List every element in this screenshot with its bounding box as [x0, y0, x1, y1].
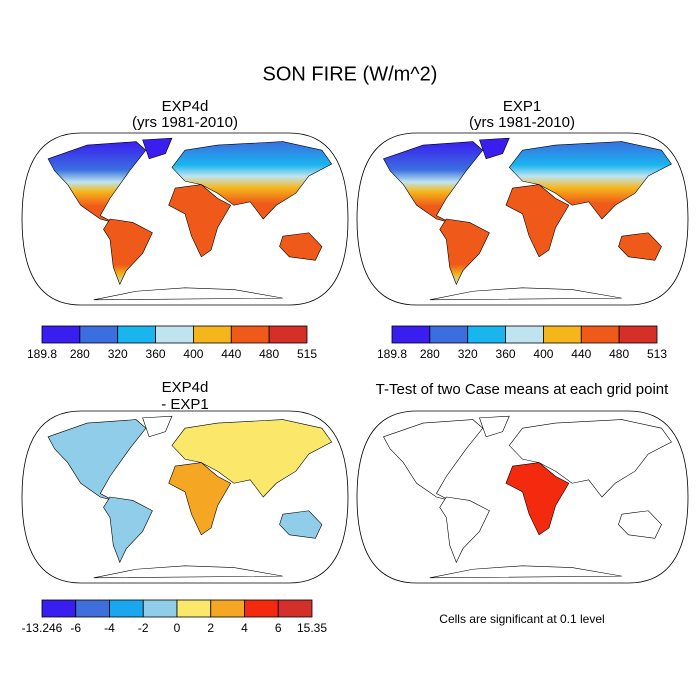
land	[103, 218, 153, 286]
colorbar-label: 480	[609, 347, 629, 361]
land	[142, 137, 173, 160]
figure-title: SON FIRE (W/m^2)	[263, 63, 438, 85]
colorbar-box	[210, 599, 245, 618]
land	[505, 184, 570, 258]
colorbar-box	[142, 599, 178, 618]
land	[479, 415, 510, 438]
land	[508, 419, 672, 498]
colorbar-label: 189.8	[377, 347, 407, 361]
colorbar-label: 400	[183, 347, 203, 361]
land	[103, 496, 153, 564]
colorbar-box	[109, 599, 144, 618]
colorbar-label: 440	[221, 347, 241, 361]
colorbar-box	[391, 325, 431, 344]
colorbar-label: 440	[571, 347, 591, 361]
colorbar-label: 6	[275, 621, 282, 635]
colorbar-box	[268, 325, 308, 344]
colorbar-box	[429, 325, 469, 344]
colorbar-label: -4	[104, 621, 115, 635]
colorbar-label: 2	[207, 621, 214, 635]
colorbar-label: 480	[259, 347, 279, 361]
colorbar-box	[155, 325, 194, 344]
colorbar-box	[467, 325, 506, 344]
colorbar-label: 400	[533, 347, 553, 361]
panel-subtitle: - EXP1	[161, 396, 209, 413]
colorbar-box	[277, 599, 313, 618]
colorbar-box	[75, 599, 110, 618]
land	[439, 496, 490, 564]
colorbar-box	[79, 325, 119, 344]
colorbar-box	[41, 599, 77, 618]
colorbar-box	[193, 325, 232, 344]
panel-subtitle: (yrs 1981-2010)	[132, 114, 238, 131]
colorbar-box	[176, 599, 212, 618]
colorbar-label: 515	[297, 347, 317, 361]
land	[429, 565, 622, 579]
colorbar-box	[618, 325, 658, 344]
colorbar-label: 280	[420, 347, 440, 361]
land	[439, 218, 490, 286]
land	[142, 415, 173, 438]
colorbar-box	[580, 325, 620, 344]
land	[383, 141, 484, 223]
panel-title: EXP4d	[162, 98, 209, 115]
colorbar-label: -2	[138, 621, 149, 635]
colorbar-box	[230, 325, 270, 344]
colorbar-label: -6	[70, 621, 81, 635]
land	[508, 141, 672, 220]
colorbar-box	[244, 599, 279, 618]
land	[168, 184, 232, 258]
land	[279, 510, 323, 539]
colorbar-box	[543, 325, 582, 344]
panel-title: EXP1	[503, 98, 541, 115]
panel-title: EXP4d	[162, 379, 209, 396]
land	[168, 462, 232, 536]
land	[171, 141, 333, 220]
land	[279, 232, 323, 261]
colorbar-label: 360	[496, 347, 516, 361]
land	[505, 462, 570, 536]
colorbar-label: 15.35	[297, 621, 327, 635]
land	[47, 419, 147, 501]
colorbar-label: 189.8	[27, 347, 57, 361]
colorbar-box	[41, 325, 81, 344]
colorbar-box	[505, 325, 544, 344]
colorbar-label: 4	[241, 621, 248, 635]
colorbar-label: 360	[146, 347, 166, 361]
colorbar-label: 320	[458, 347, 478, 361]
colorbar-label: 0	[174, 621, 181, 635]
land	[618, 510, 662, 539]
colorbar-label: 513	[647, 347, 667, 361]
panel-note: Cells are significant at 0.1 level	[439, 612, 604, 626]
colorbar-label: -13.246	[22, 621, 63, 635]
panel-subtitle: (yrs 1981-2010)	[469, 114, 575, 131]
colorbar-box	[117, 325, 156, 344]
panel-title: T-Test of two Case means at each grid po…	[376, 381, 669, 398]
land	[93, 565, 283, 579]
colorbar-label: 280	[70, 347, 90, 361]
land	[383, 419, 484, 501]
land	[479, 137, 510, 160]
colorbar-label: 320	[108, 347, 128, 361]
land	[618, 232, 662, 261]
land	[93, 287, 283, 301]
land	[429, 287, 622, 301]
land	[171, 419, 333, 498]
land	[47, 141, 147, 223]
